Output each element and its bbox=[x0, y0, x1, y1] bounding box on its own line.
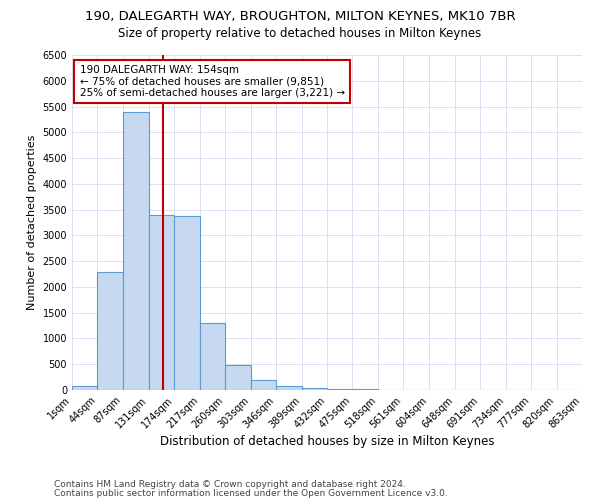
X-axis label: Distribution of detached houses by size in Milton Keynes: Distribution of detached houses by size … bbox=[160, 436, 494, 448]
Bar bbox=[251, 380, 276, 390]
Bar bbox=[276, 386, 302, 390]
Bar bbox=[175, 216, 200, 390]
Bar bbox=[327, 389, 352, 390]
Y-axis label: Number of detached properties: Number of detached properties bbox=[27, 135, 37, 310]
Text: 190 DALEGARTH WAY: 154sqm
← 75% of detached houses are smaller (9,851)
25% of se: 190 DALEGARTH WAY: 154sqm ← 75% of detac… bbox=[80, 65, 345, 98]
Bar bbox=[72, 386, 97, 390]
Text: Size of property relative to detached houses in Milton Keynes: Size of property relative to detached ho… bbox=[118, 28, 482, 40]
Bar bbox=[302, 388, 327, 390]
Text: Contains public sector information licensed under the Open Government Licence v3: Contains public sector information licen… bbox=[54, 490, 448, 498]
Text: Contains HM Land Registry data © Crown copyright and database right 2024.: Contains HM Land Registry data © Crown c… bbox=[54, 480, 406, 489]
Bar bbox=[149, 215, 175, 390]
Bar bbox=[225, 366, 251, 390]
Bar bbox=[123, 112, 149, 390]
Bar bbox=[97, 272, 123, 390]
Bar bbox=[200, 323, 225, 390]
Text: 190, DALEGARTH WAY, BROUGHTON, MILTON KEYNES, MK10 7BR: 190, DALEGARTH WAY, BROUGHTON, MILTON KE… bbox=[85, 10, 515, 23]
